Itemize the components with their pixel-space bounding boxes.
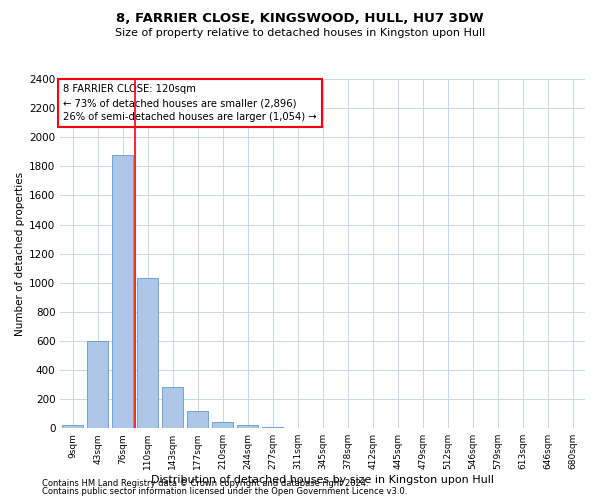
Bar: [162, 388, 184, 428]
Bar: [137, 278, 158, 428]
Text: Contains HM Land Registry data © Crown copyright and database right 2024.: Contains HM Land Registry data © Crown c…: [42, 478, 368, 488]
Bar: [62, 426, 83, 428]
Bar: [262, 427, 283, 428]
Text: Contains public sector information licensed under the Open Government Licence v3: Contains public sector information licen…: [42, 487, 407, 496]
Text: 8 FARRIER CLOSE: 120sqm
← 73% of detached houses are smaller (2,896)
26% of semi: 8 FARRIER CLOSE: 120sqm ← 73% of detache…: [63, 84, 317, 122]
Bar: [112, 154, 133, 428]
Y-axis label: Number of detached properties: Number of detached properties: [15, 172, 25, 336]
Bar: [237, 426, 258, 428]
Text: 8, FARRIER CLOSE, KINGSWOOD, HULL, HU7 3DW: 8, FARRIER CLOSE, KINGSWOOD, HULL, HU7 3…: [116, 12, 484, 26]
Bar: [87, 341, 109, 428]
Text: Size of property relative to detached houses in Kingston upon Hull: Size of property relative to detached ho…: [115, 28, 485, 38]
Bar: [187, 410, 208, 428]
X-axis label: Distribution of detached houses by size in Kingston upon Hull: Distribution of detached houses by size …: [151, 475, 494, 485]
Bar: [212, 422, 233, 428]
